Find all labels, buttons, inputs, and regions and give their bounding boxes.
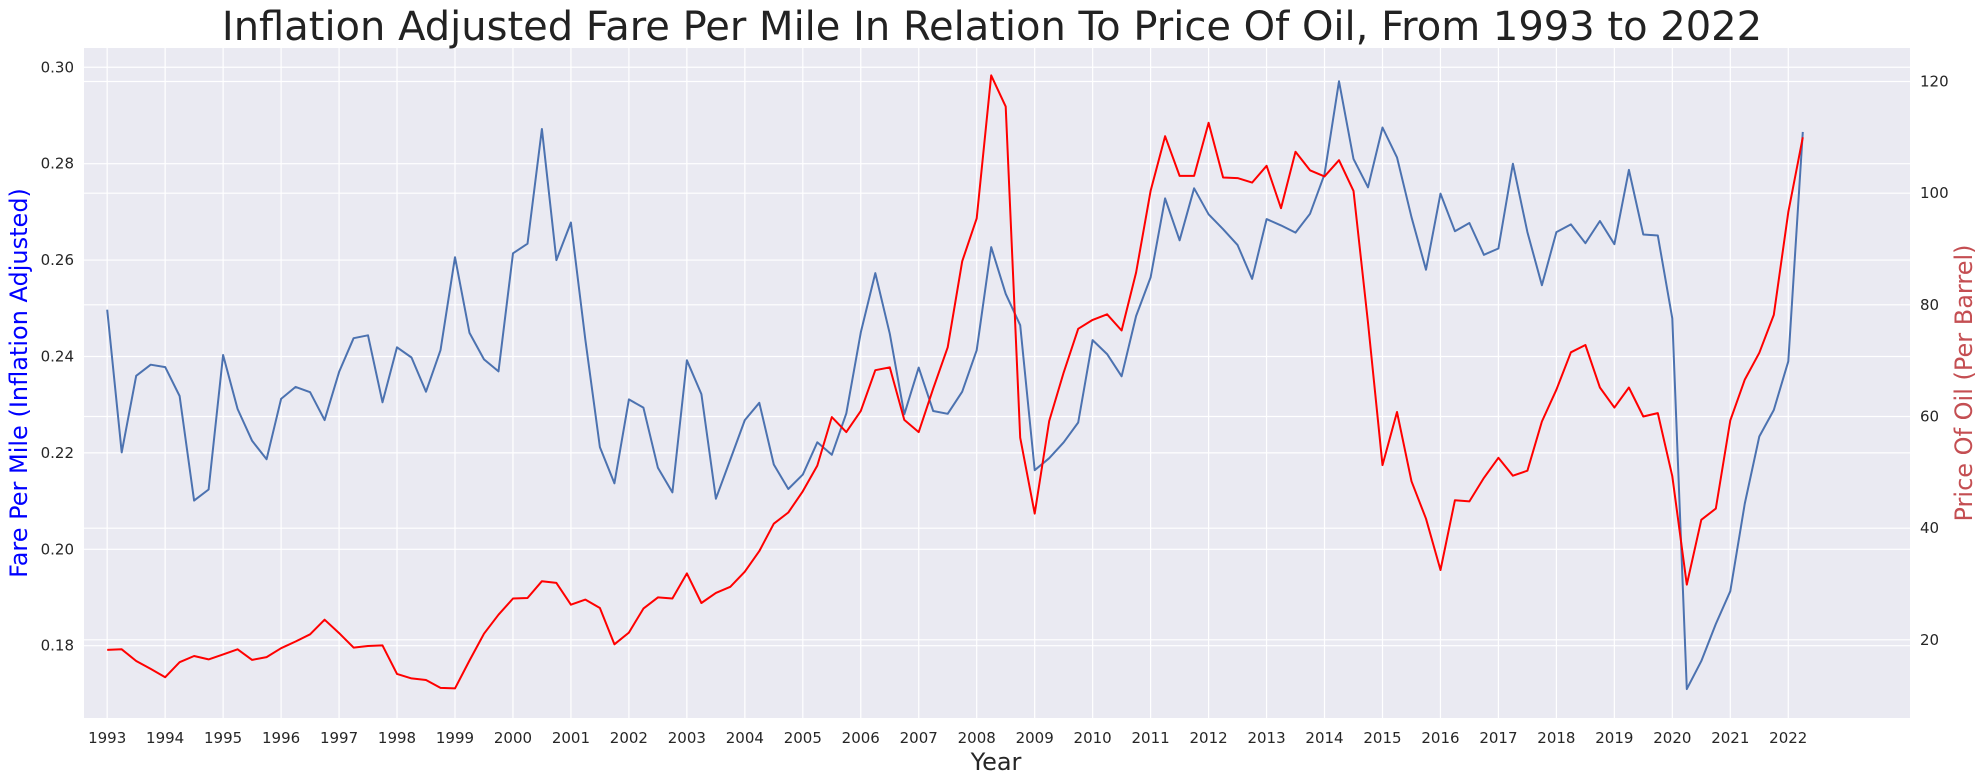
x-tick-label: 2016 [1421, 729, 1459, 747]
x-tick-label: 1999 [436, 729, 474, 747]
x-tick-label: 2017 [1479, 729, 1517, 747]
x-tick-label: 2011 [1132, 729, 1170, 747]
x-tick-label: 1997 [320, 729, 358, 747]
fare-per-mile-line [106, 80, 1804, 691]
x-tick-label: 2015 [1363, 729, 1401, 747]
y2-tick-label: 20 [1920, 631, 1939, 649]
plot-area [84, 48, 1910, 718]
y-axis-left-label: Fare Per Mile (Inflation Adjusted) [5, 188, 33, 578]
x-tick-label: 1998 [378, 729, 416, 747]
x-tick-label: 2007 [900, 729, 938, 747]
x-tick-label: 2012 [1189, 729, 1227, 747]
x-axis-ticks: 1993 1994 1995 1996 1997 1998 1999 2000 2001 2002… [88, 729, 1807, 747]
x-tick-label: 2020 [1653, 729, 1691, 747]
x-tick-label: 2005 [784, 729, 822, 747]
y2-tick-label: 80 [1920, 296, 1939, 314]
x-tick-label: 1993 [88, 729, 126, 747]
series-lines [106, 74, 1804, 691]
x-tick-label: 2009 [1016, 729, 1054, 747]
x-tick-label: 1995 [204, 729, 242, 747]
y-axis-left-ticks: 0.18 0.20 0.22 0.24 0.26 0.28 0.30 [41, 58, 74, 654]
x-tick-label: 1994 [146, 729, 184, 747]
y2-tick-label: 120 [1920, 73, 1949, 91]
x-axis-label: Year [970, 748, 1022, 776]
x-tick-label: 2006 [842, 729, 880, 747]
x-tick-label: 2003 [668, 729, 706, 747]
y-tick-label: 0.24 [41, 347, 74, 365]
x-tick-label: 1996 [262, 729, 300, 747]
x-tick-label: 2014 [1305, 729, 1343, 747]
x-tick-label: 2010 [1074, 729, 1112, 747]
x-tick-label: 2001 [552, 729, 590, 747]
price-of-oil-line [107, 74, 1804, 690]
y-axis-right-label: Price Of Oil (Per Barrel) [1950, 245, 1978, 522]
chart-title: Inflation Adjusted Fare Per Mile In Rela… [222, 4, 1762, 50]
y-tick-label: 0.18 [41, 637, 74, 655]
x-tick-label: 2022 [1769, 729, 1807, 747]
y-tick-label: 0.30 [41, 58, 74, 76]
x-tick-label: 2002 [610, 729, 648, 747]
x-tick-label: 2018 [1537, 729, 1575, 747]
y-tick-label: 0.22 [41, 444, 74, 462]
y-axis-right-ticks: 20 40 60 80 100 120 [1920, 73, 1949, 649]
grid-lines [84, 48, 1910, 718]
x-tick-label: 2021 [1711, 729, 1749, 747]
x-tick-label: 2019 [1595, 729, 1633, 747]
y-tick-label: 0.20 [41, 540, 74, 558]
x-tick-label: 2004 [726, 729, 764, 747]
y2-tick-label: 100 [1920, 184, 1949, 202]
y2-tick-label: 40 [1920, 519, 1939, 537]
x-tick-label: 2008 [958, 729, 996, 747]
y-tick-label: 0.28 [41, 155, 74, 173]
x-tick-label: 2013 [1247, 729, 1285, 747]
x-tick-label: 2000 [494, 729, 532, 747]
y2-tick-label: 60 [1920, 408, 1939, 426]
y-tick-label: 0.26 [41, 251, 74, 269]
